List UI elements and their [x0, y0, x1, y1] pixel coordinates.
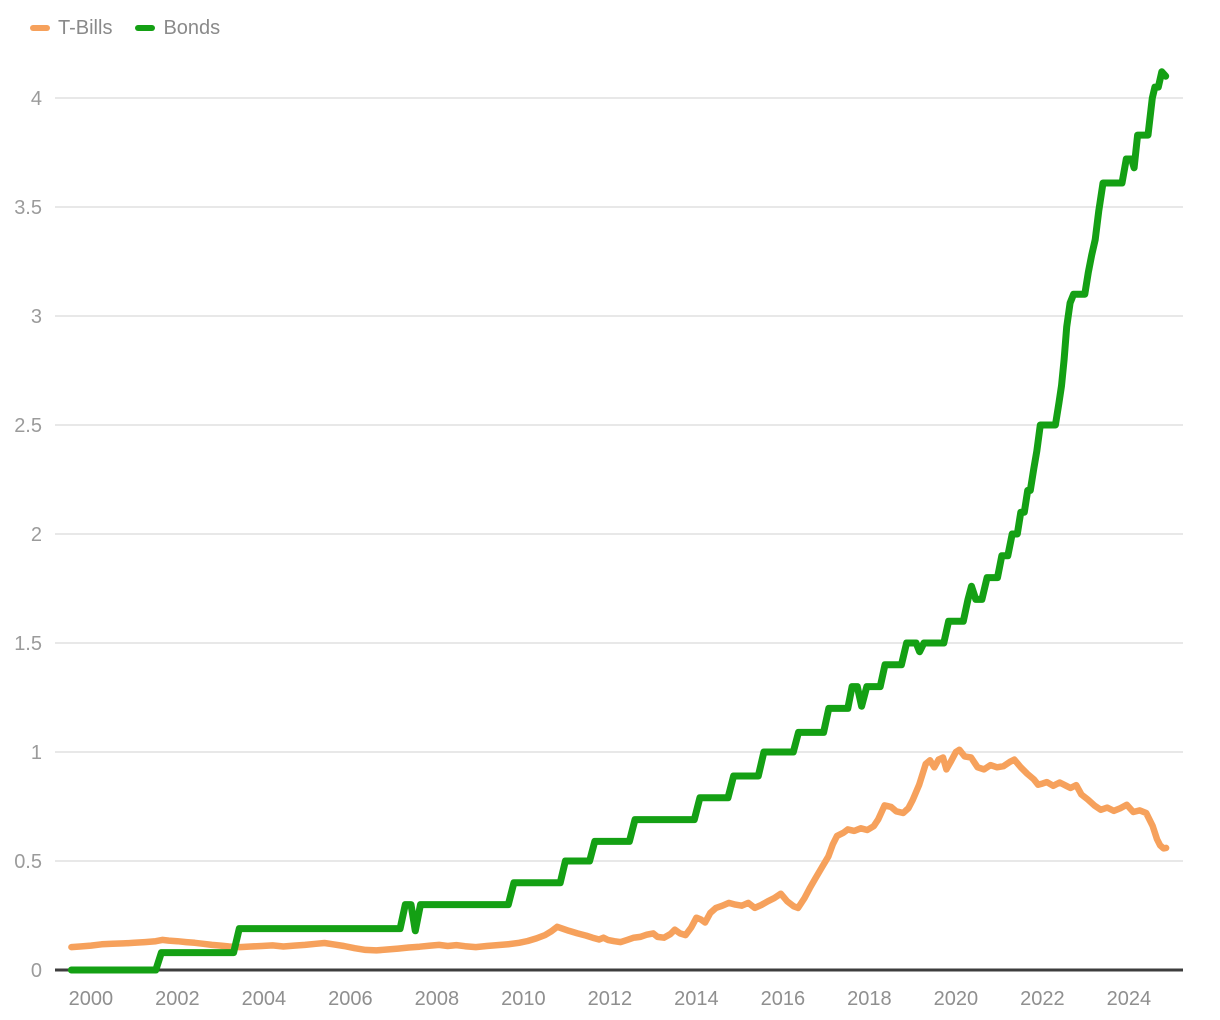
series-line-bonds [67, 68, 1170, 974]
y-tick-label: 3 [31, 306, 42, 328]
x-tick-label: 2012 [588, 988, 633, 1010]
y-tick-label: 2 [31, 524, 42, 546]
x-tick-label: 2022 [1020, 988, 1065, 1010]
x-tick-label: 2006 [328, 988, 373, 1010]
y-tick-label: 0 [31, 960, 42, 982]
y-tick-label: 2.5 [14, 415, 42, 437]
legend: T-Bills Bonds [30, 17, 220, 39]
y-tick-label: 1.5 [14, 633, 42, 655]
legend-item-bonds[interactable]: Bonds [135, 17, 220, 39]
legend-label-bonds: Bonds [163, 17, 221, 39]
y-tick-label: 3.5 [14, 197, 42, 219]
x-tick-label: 2018 [847, 988, 892, 1010]
x-tick-label: 2008 [415, 988, 460, 1010]
x-tick-label: 2020 [934, 988, 979, 1010]
legend-swatch-bonds [135, 25, 156, 31]
legend-item-t-bills[interactable]: T-Bills [30, 17, 112, 39]
series-line-t-bills [68, 746, 1170, 954]
x-tick-label: 2002 [155, 988, 200, 1010]
y-tick-label: 0.5 [14, 851, 42, 873]
x-tick-label: 2004 [242, 988, 287, 1010]
x-tick-label: 2016 [761, 988, 806, 1010]
legend-swatch-t-bills [30, 25, 50, 31]
x-tick-label: 2014 [674, 988, 719, 1010]
x-tick-label: 2010 [501, 988, 546, 1010]
y-tick-label: 4 [31, 88, 42, 110]
y-tick-label: 1 [31, 742, 42, 764]
x-tick-label: 2024 [1107, 988, 1152, 1010]
x-tick-label: 2000 [69, 988, 114, 1010]
legend-label-t-bills: T-Bills [58, 17, 113, 39]
